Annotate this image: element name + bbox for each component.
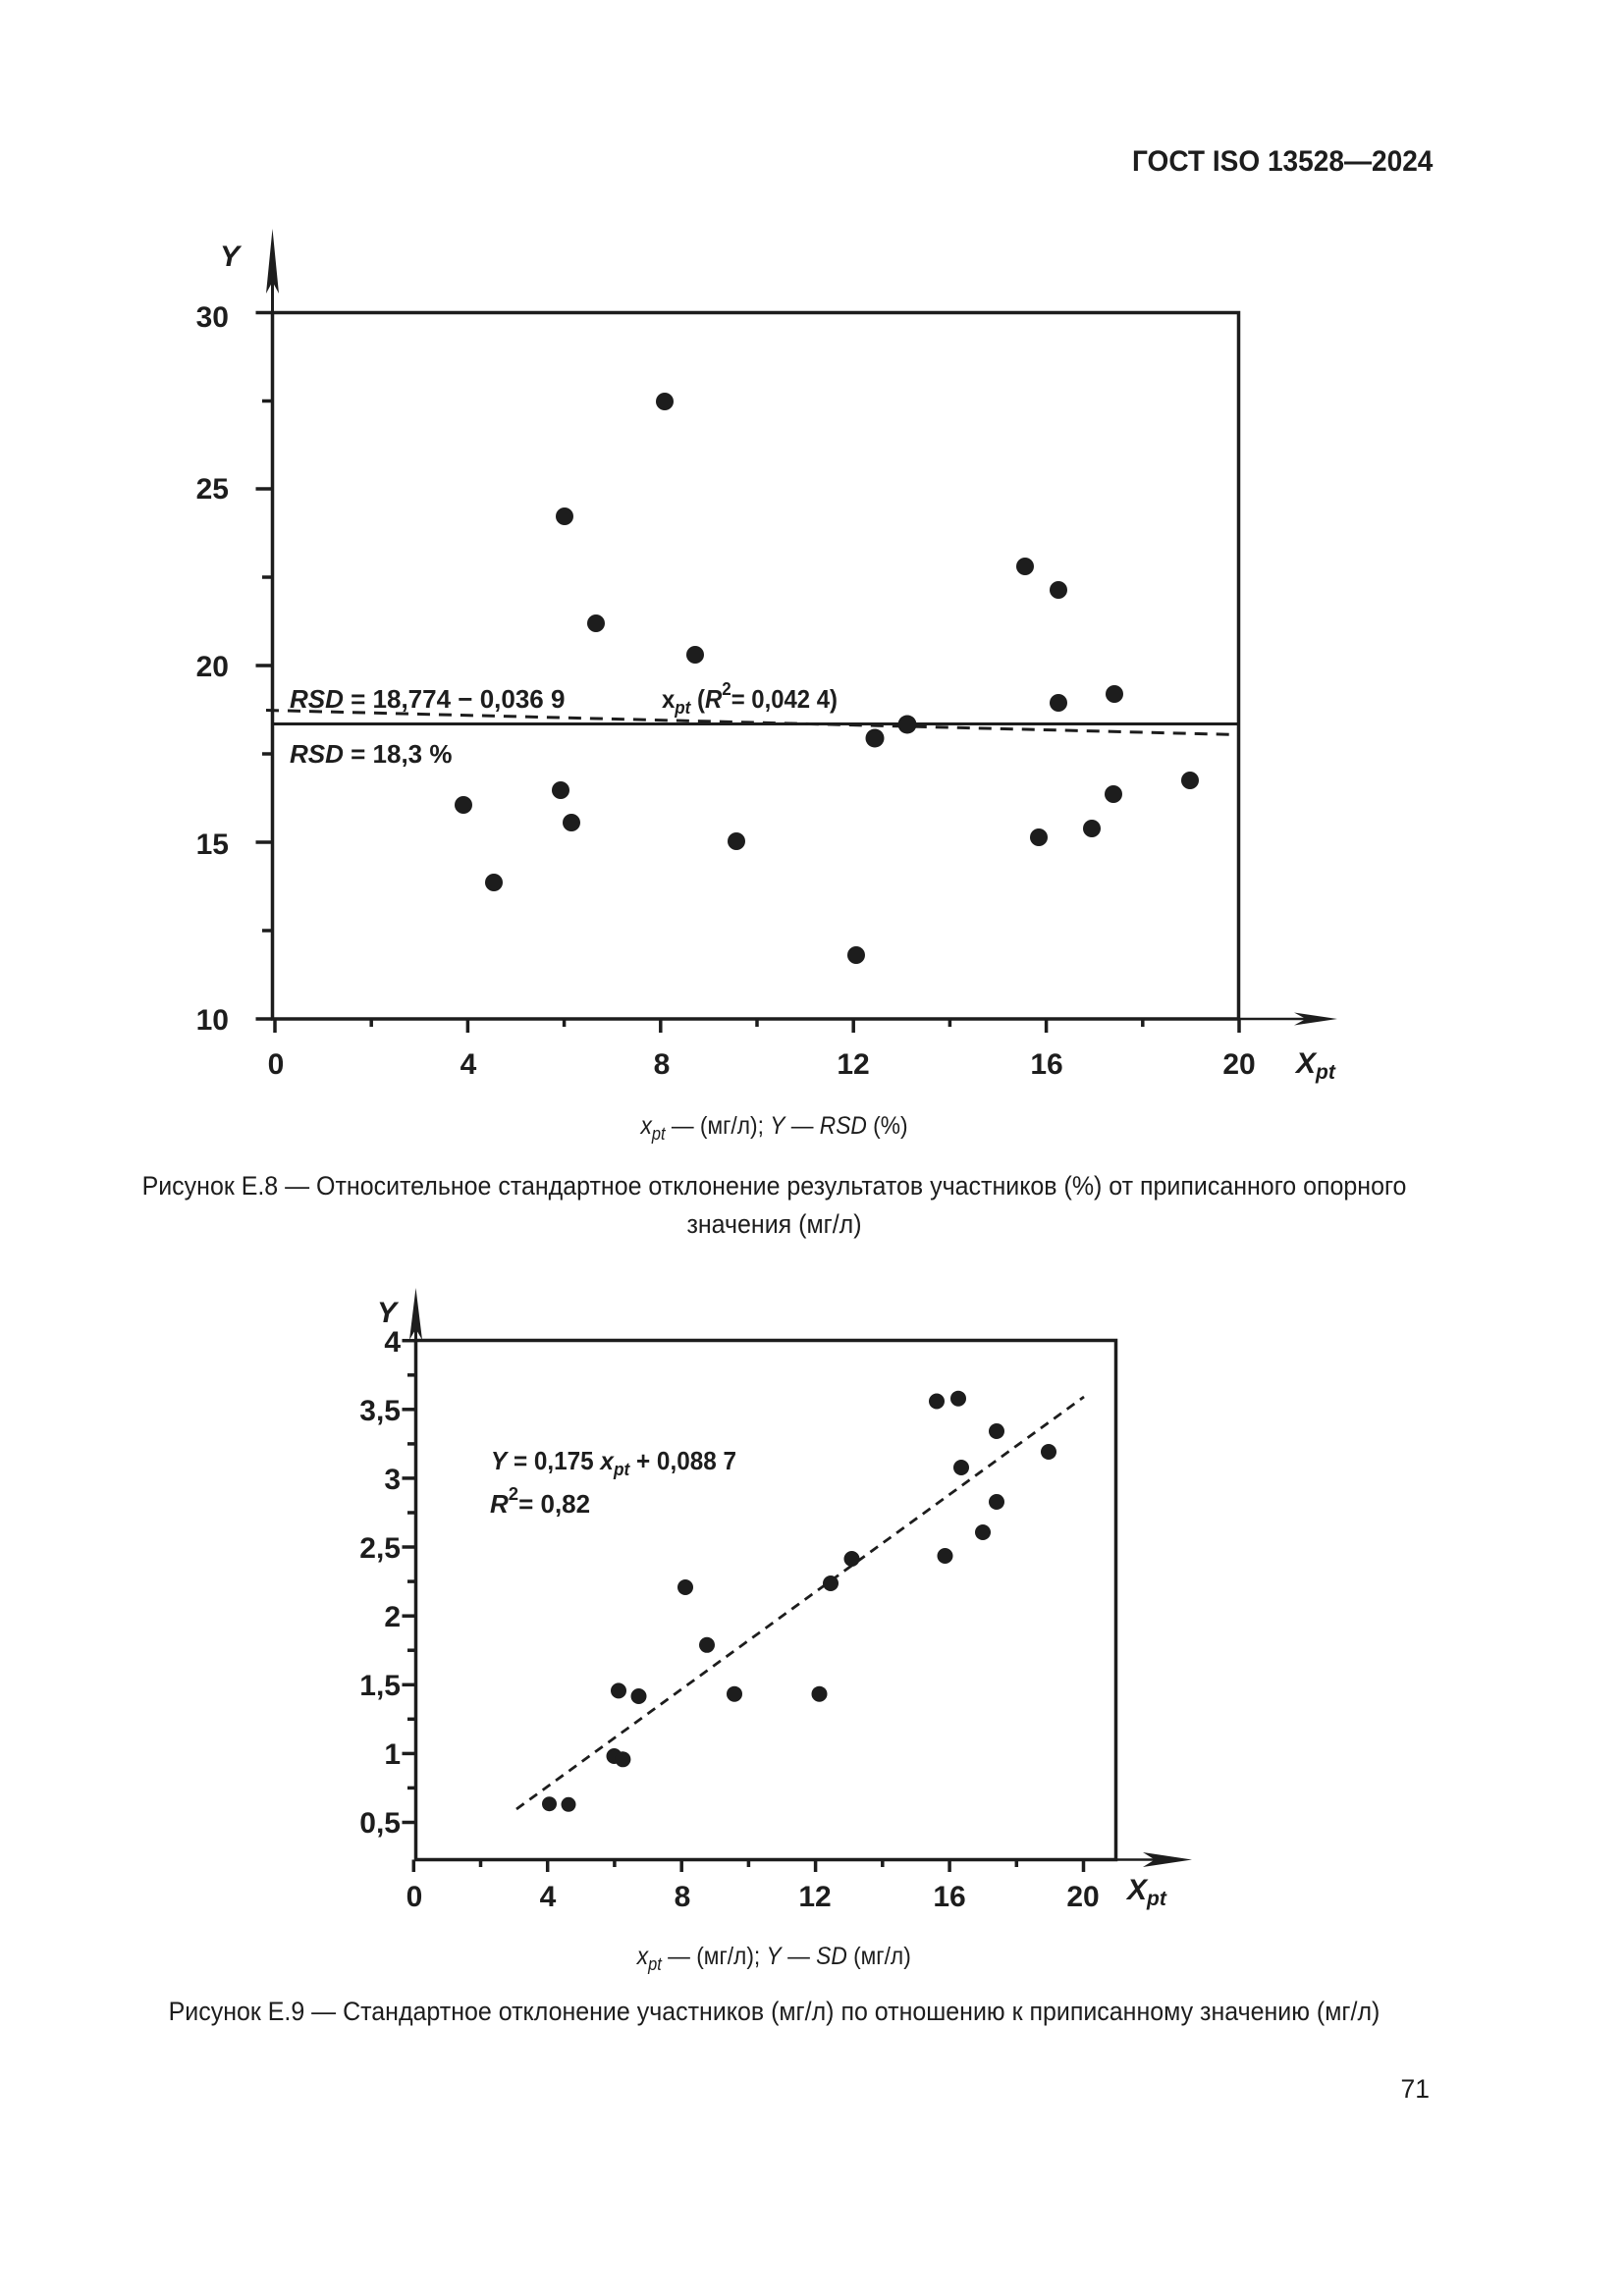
svg-text:0,5: 0,5 (359, 1807, 401, 1840)
svg-text:4: 4 (384, 1326, 401, 1359)
svg-text:0: 0 (406, 1881, 423, 1913)
svg-text:3,5: 3,5 (359, 1395, 401, 1427)
svg-text:2,5: 2,5 (359, 1532, 401, 1565)
svg-text:4: 4 (540, 1881, 557, 1913)
svg-text:1,5: 1,5 (359, 1670, 401, 1702)
svg-text:Y: Y (377, 1297, 400, 1329)
svg-text:Xpt: Xpt (1294, 1047, 1336, 1084)
svg-text:15: 15 (196, 828, 229, 861)
svg-text:30: 30 (196, 301, 229, 334)
svg-text:8: 8 (654, 1048, 671, 1081)
svg-text:R2= 0,82: R2= 0,82 (490, 1483, 590, 1519)
svg-text:20: 20 (1222, 1048, 1255, 1081)
svg-text:3: 3 (384, 1464, 401, 1496)
svg-text:20: 20 (1066, 1881, 1099, 1913)
svg-text:Xpt: Xpt (1125, 1874, 1167, 1910)
svg-text:xpt (R2= 0,042 4): xpt (R2= 0,042 4) (662, 678, 838, 718)
svg-text:RSD = 18,3 %: RSD = 18,3 % (290, 739, 452, 769)
svg-text:10: 10 (196, 1004, 229, 1037)
svg-text:20: 20 (196, 651, 229, 683)
svg-text:1: 1 (384, 1738, 401, 1771)
svg-text:Y: Y (220, 240, 243, 273)
svg-text:4: 4 (460, 1048, 477, 1081)
svg-text:25: 25 (196, 473, 229, 506)
svg-text:Y = 0,175 xpt + 0,088 7: Y = 0,175 xpt + 0,088 7 (491, 1446, 736, 1479)
svg-text:16: 16 (1030, 1048, 1062, 1081)
svg-text:0: 0 (268, 1048, 285, 1081)
svg-text:12: 12 (837, 1048, 869, 1081)
svg-text:12: 12 (798, 1881, 831, 1913)
svg-text:RSD = 18,774 − 0,036 9: RSD = 18,774 − 0,036 9 (290, 684, 565, 714)
svg-text:8: 8 (675, 1881, 691, 1913)
svg-text:16: 16 (933, 1881, 965, 1913)
svg-text:2: 2 (384, 1601, 401, 1633)
